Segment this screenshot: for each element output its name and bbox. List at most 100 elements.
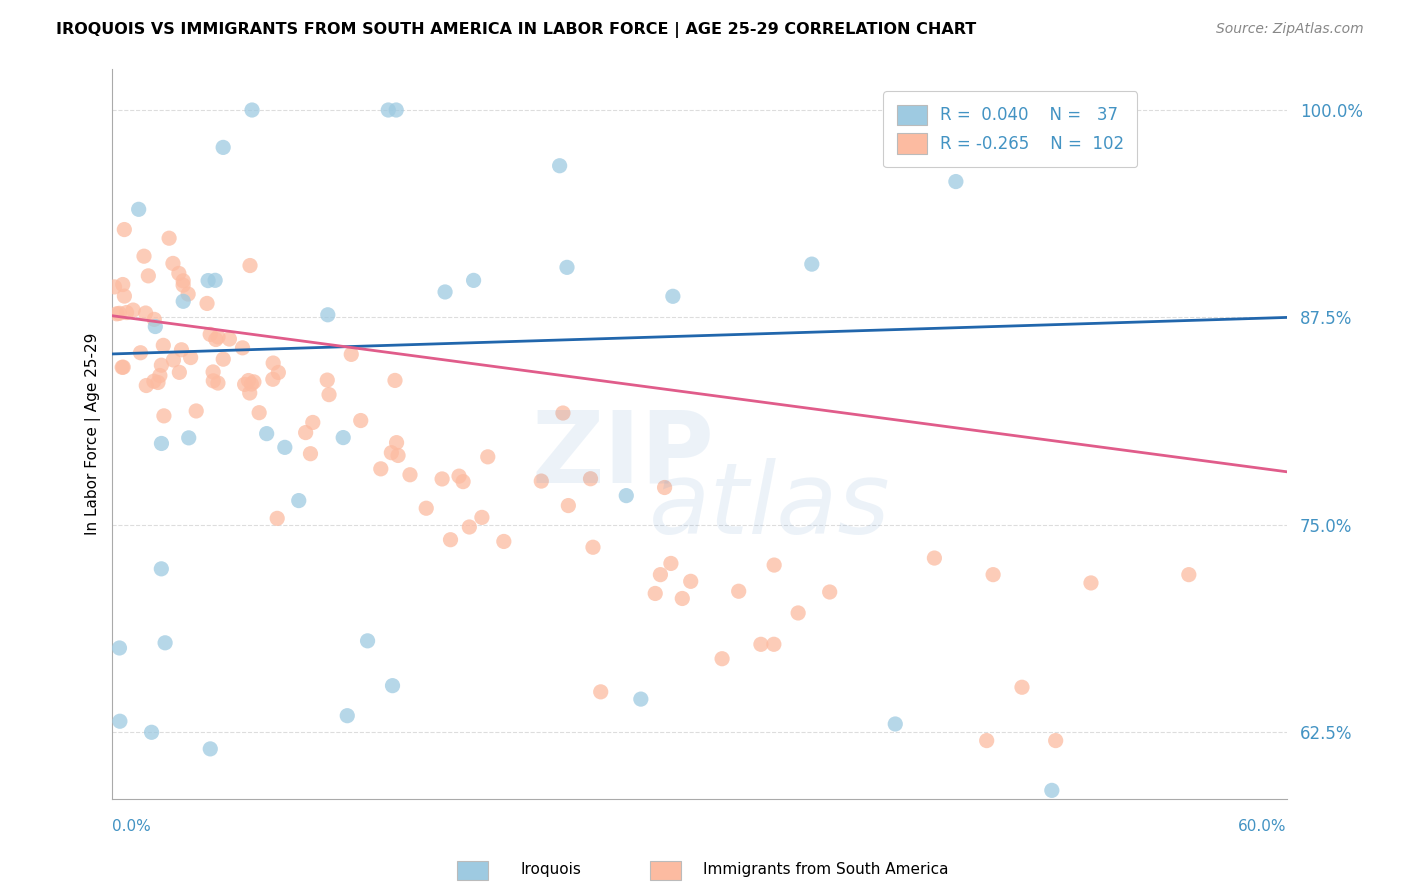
Point bbox=[630, 692, 652, 706]
Point bbox=[981, 567, 1004, 582]
Point bbox=[256, 426, 278, 441]
Point bbox=[204, 273, 226, 287]
Point bbox=[727, 584, 749, 599]
Point bbox=[679, 574, 702, 589]
Point bbox=[212, 140, 235, 154]
Point bbox=[380, 446, 402, 460]
Point bbox=[115, 305, 138, 319]
Point bbox=[659, 557, 682, 571]
Point bbox=[129, 345, 152, 359]
Point bbox=[150, 358, 173, 372]
Point bbox=[332, 431, 354, 445]
Point bbox=[103, 280, 125, 294]
Point bbox=[105, 307, 128, 321]
Text: Source: ZipAtlas.com: Source: ZipAtlas.com bbox=[1216, 22, 1364, 37]
Point bbox=[763, 558, 786, 572]
Point bbox=[152, 338, 174, 352]
Point bbox=[384, 373, 406, 387]
Point bbox=[172, 294, 194, 309]
Point bbox=[1080, 576, 1102, 591]
Point bbox=[471, 510, 494, 524]
Point bbox=[350, 413, 373, 427]
Point bbox=[762, 637, 785, 651]
Point bbox=[1178, 567, 1201, 582]
Point bbox=[240, 377, 263, 392]
Point bbox=[135, 306, 157, 320]
Text: ZIP: ZIP bbox=[531, 407, 714, 504]
Point bbox=[153, 409, 176, 423]
Point bbox=[318, 387, 340, 401]
Point bbox=[112, 222, 135, 236]
Point bbox=[240, 103, 263, 117]
Point bbox=[1040, 783, 1063, 797]
Point bbox=[170, 343, 193, 357]
Point bbox=[108, 640, 131, 655]
Point bbox=[172, 278, 194, 293]
Point bbox=[207, 376, 229, 390]
Point bbox=[340, 347, 363, 361]
Point bbox=[243, 375, 266, 389]
Point bbox=[492, 534, 515, 549]
Text: Iroquois: Iroquois bbox=[520, 863, 581, 877]
Point bbox=[434, 285, 457, 299]
Point bbox=[198, 327, 221, 342]
Point bbox=[202, 374, 225, 388]
Point bbox=[157, 231, 180, 245]
Point bbox=[239, 259, 262, 273]
Point bbox=[169, 365, 191, 379]
Point bbox=[294, 425, 316, 440]
Point bbox=[884, 717, 907, 731]
Point bbox=[108, 714, 131, 729]
Legend: R =  0.040    N =   37, R = -0.265    N =  102: R = 0.040 N = 37, R = -0.265 N = 102 bbox=[883, 92, 1137, 167]
Point bbox=[135, 378, 157, 392]
Point bbox=[207, 330, 229, 344]
Point bbox=[142, 374, 165, 388]
Point bbox=[150, 436, 173, 450]
Point bbox=[146, 376, 169, 390]
Point bbox=[387, 449, 409, 463]
Point bbox=[141, 725, 163, 739]
Point bbox=[180, 351, 202, 365]
Point bbox=[247, 406, 270, 420]
Text: 60.0%: 60.0% bbox=[1239, 819, 1286, 834]
Text: Immigrants from South America: Immigrants from South America bbox=[703, 863, 949, 877]
Point bbox=[177, 287, 200, 301]
Point bbox=[945, 175, 967, 189]
Text: atlas: atlas bbox=[650, 458, 891, 555]
Point bbox=[233, 377, 256, 392]
Point bbox=[186, 404, 208, 418]
Point bbox=[385, 103, 408, 117]
Point bbox=[381, 679, 404, 693]
Point bbox=[370, 462, 392, 476]
Point bbox=[301, 416, 323, 430]
Point bbox=[711, 651, 734, 665]
Point bbox=[399, 467, 422, 482]
Point bbox=[162, 353, 184, 368]
Point bbox=[267, 366, 290, 380]
Y-axis label: In Labor Force | Age 25-29: In Labor Force | Age 25-29 bbox=[86, 333, 101, 535]
Point bbox=[262, 356, 284, 370]
Point bbox=[614, 489, 637, 503]
Point bbox=[579, 472, 602, 486]
Point bbox=[671, 591, 693, 606]
Point bbox=[800, 257, 823, 271]
Point bbox=[582, 541, 605, 555]
Point bbox=[447, 469, 470, 483]
Point bbox=[477, 450, 499, 464]
Point bbox=[439, 533, 461, 547]
Point bbox=[112, 289, 135, 303]
Point bbox=[316, 308, 339, 322]
Point bbox=[377, 103, 399, 117]
Point bbox=[924, 551, 946, 566]
Point bbox=[167, 266, 190, 280]
Point bbox=[205, 333, 228, 347]
Point bbox=[238, 374, 260, 388]
Point bbox=[197, 274, 219, 288]
Point bbox=[262, 372, 284, 386]
Point bbox=[589, 685, 612, 699]
Point bbox=[654, 481, 676, 495]
Point bbox=[143, 319, 166, 334]
Point bbox=[212, 352, 235, 367]
Point bbox=[1045, 733, 1067, 747]
Point bbox=[458, 520, 481, 534]
